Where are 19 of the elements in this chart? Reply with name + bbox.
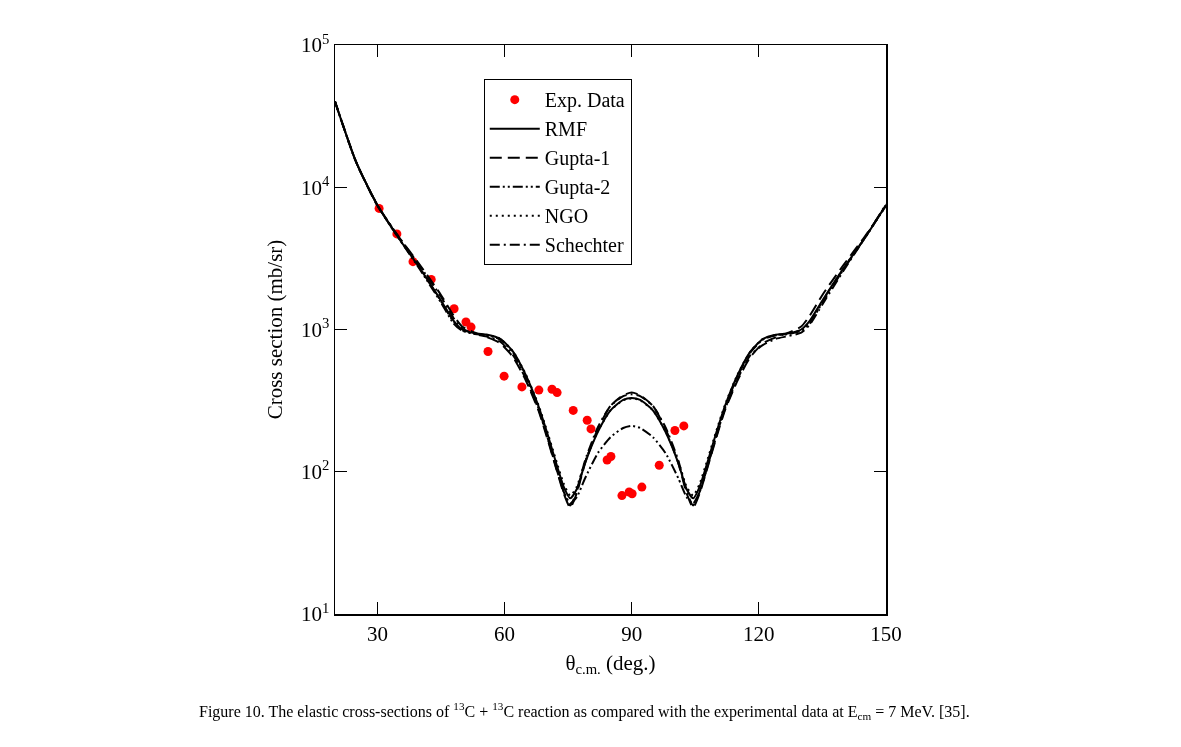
x-tick-label: 120	[743, 621, 775, 646]
x-tick-label: 150	[870, 621, 902, 646]
y-tick-label: 10$^{3}$	[300, 315, 330, 342]
x-axis-title: θ$_{c.m.}$ (deg.)	[565, 650, 656, 678]
legend-label: RMF	[544, 118, 588, 141]
y-tick-label: 10$^{5}$	[300, 30, 330, 58]
y-axis-title: Cross section (mb/sr)	[263, 239, 288, 420]
x-tick-label: 30	[366, 621, 388, 646]
caption: Figure 10. The elastic cross-sections of $^{13}$C + $^{13}$C reaction as compared with the experimental data at E$_{cm}$ = 7 MeV. [35].	[199, 700, 970, 723]
legend-label: Schechter	[544, 234, 624, 257]
y-tick-label: 10$^{4}$	[300, 172, 330, 200]
legend-label: NGO	[544, 205, 589, 228]
x-tick-label: 60	[494, 621, 516, 646]
y-tick-label: 10$^{2}$	[300, 457, 330, 485]
x-tick-label: 90	[621, 621, 643, 646]
legend-label: Gupta-2	[544, 176, 611, 200]
legend-label: Exp. Data	[544, 89, 625, 113]
y-tick-label: 10$^{1}$	[300, 599, 330, 627]
legend-label: Gupta-1	[544, 147, 611, 171]
